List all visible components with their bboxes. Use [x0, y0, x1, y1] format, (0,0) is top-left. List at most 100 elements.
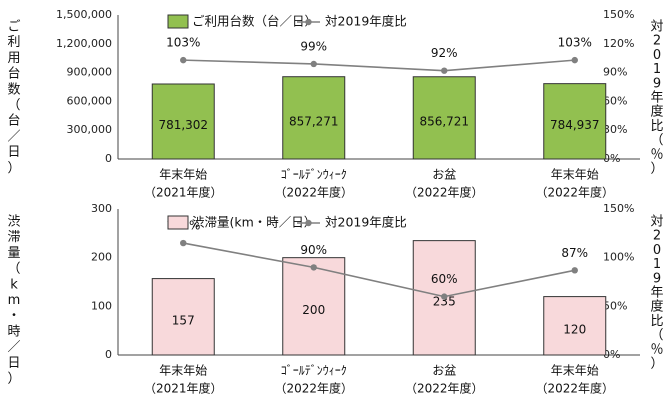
y-axis-title-char: ） — [7, 161, 20, 176]
ratio-point — [441, 67, 448, 74]
bar — [412, 76, 476, 160]
y-axis-title-char: ／ — [7, 129, 20, 144]
ratio-point — [441, 293, 448, 300]
ratio-line — [183, 59, 575, 72]
y-axis-title-char: 量 — [7, 246, 20, 261]
y2-axis-title-char: 比 — [650, 119, 663, 134]
bar — [543, 83, 607, 160]
y-tick-label: 1,500,000 — [56, 8, 112, 21]
y-axis-title-char: （ — [7, 262, 20, 277]
y2-tick-label: 100% — [603, 251, 634, 264]
y-axis-title-char: 台 — [7, 114, 20, 129]
ratio-label: 87% — [561, 246, 588, 260]
ratio-point — [180, 56, 187, 64]
bar — [282, 76, 346, 160]
bar-value-label: 200 — [302, 303, 325, 317]
y-axis-title-char: ご — [7, 19, 20, 35]
bar — [543, 296, 607, 356]
ratio-label: 92% — [431, 46, 458, 60]
y-axis-title-char: 日 — [7, 356, 20, 371]
legend-bar-swatch — [167, 215, 189, 230]
category-sublabel: （2022年度） — [405, 185, 484, 200]
ratio-point — [571, 56, 578, 64]
y-axis-title-char: （ — [7, 98, 20, 113]
bar — [151, 278, 215, 356]
category-sublabel: （2021年度） — [144, 185, 223, 200]
y-tick-label: 900,000 — [67, 66, 113, 79]
y-axis-title-char: ） — [7, 372, 20, 387]
y2-axis-title-char: 対 — [650, 215, 663, 230]
category-label: お盆 — [432, 168, 456, 182]
y2-axis-title-char: 度 — [650, 104, 663, 120]
category-label: ｺﾞｰﾙﾃﾞﾝｳｨｰｸ — [281, 364, 347, 378]
legend-line-marker — [305, 219, 312, 227]
y-tick-label: 0 — [105, 152, 112, 165]
y2-tick-label: 30% — [603, 123, 627, 136]
y2-tick-label: 0% — [603, 152, 620, 165]
y2-tick-label: 150% — [603, 8, 634, 21]
legend-bar-label: ご利用台数（台／日） — [192, 14, 317, 29]
y2-axis-title-char: 9 — [653, 76, 661, 91]
y-tick-label: 1,200,000 — [56, 37, 112, 50]
category-label: 年末年始 — [159, 364, 207, 378]
chart-1: 0 300,000 600,000 900,000 1,200,000 1,500,000… — [7, 8, 663, 200]
ratio-point — [180, 239, 187, 247]
y-axis-title: 渋滞量（km・時／日） — [7, 215, 20, 387]
y2-axis-title-char: 0 — [653, 243, 661, 258]
y-tick-label: 100 — [91, 299, 112, 312]
legend-bar-swatch — [167, 14, 189, 29]
y-tick-label: 0 — [105, 348, 112, 361]
y2-axis-title-char: 度 — [650, 299, 663, 315]
y-axis-title-char: 日 — [7, 145, 20, 160]
y2-axis-title-char: ） — [650, 162, 663, 177]
ratio-label: 103% — [558, 36, 592, 50]
y-axis-title-char: 用 — [7, 51, 20, 66]
bar-value-label: 781,302 — [158, 118, 208, 132]
legend: ご利用台数（台／日） 対2019年度比 — [167, 14, 407, 29]
y-tick-label: 600,000 — [67, 94, 113, 107]
bar — [282, 257, 346, 356]
y-axis-title-char: k — [10, 277, 18, 292]
y2-axis-title: 対2019年度比（％） — [650, 20, 663, 177]
bar-value-label: 157 — [172, 313, 195, 327]
y2-axis-title-char: 年 — [650, 286, 663, 301]
legend-line-label: 対2019年度比 — [325, 215, 407, 230]
y-axis-title-char: 数 — [7, 82, 20, 97]
category-sublabel: （2022年度） — [535, 381, 614, 396]
legend-line-marker — [305, 18, 312, 26]
category-sublabel: （2022年度） — [405, 381, 484, 396]
y-axis-title-char: ／ — [7, 340, 20, 355]
y2-tick-label: 120% — [603, 37, 634, 50]
category-sublabel: （2022年度） — [274, 185, 353, 200]
bar-value-label: 235 — [433, 294, 456, 308]
y-axis-title-char: m — [8, 293, 21, 308]
category-sublabel: （2021年度） — [144, 381, 223, 396]
y2-axis-title-char: 1 — [653, 62, 661, 77]
y-tick-label: 300,000 — [67, 123, 113, 136]
y2-tick-label: 60% — [603, 94, 627, 107]
y2-axis-title-char: 2 — [653, 229, 661, 244]
category-label: 年末年始 — [551, 364, 599, 378]
legend-line-label: 対2019年度比 — [325, 14, 407, 29]
category-label: お盆 — [432, 364, 456, 378]
y-axis-title-char: 利 — [7, 35, 20, 50]
y2-axis-title-char: 2 — [653, 34, 661, 49]
y-axis-title: ご利用台数（台／日） — [7, 19, 20, 176]
category-label: 年末年始 — [551, 168, 599, 182]
y2-axis-title-char: 0 — [653, 48, 661, 63]
y2-tick-label: 90% — [603, 66, 627, 79]
bar-value-label: 784,937 — [550, 118, 600, 132]
y-tick-label: 200 — [91, 251, 112, 264]
y2-axis-title-char: ％ — [650, 342, 663, 357]
category-label: 年末年始 — [159, 168, 207, 182]
y2-axis-title-char: 9 — [653, 271, 661, 286]
y2-tick-label: 0% — [603, 348, 620, 361]
bar — [151, 83, 215, 160]
y-tick-label: 300 — [91, 202, 112, 215]
ratio-label: 99% — [300, 39, 327, 53]
y-axis-title-char: 渋 — [7, 215, 20, 230]
bar-value-label: 120 — [563, 322, 586, 336]
ratio-point — [310, 264, 317, 271]
y2-axis-title-char: （ — [650, 133, 663, 148]
